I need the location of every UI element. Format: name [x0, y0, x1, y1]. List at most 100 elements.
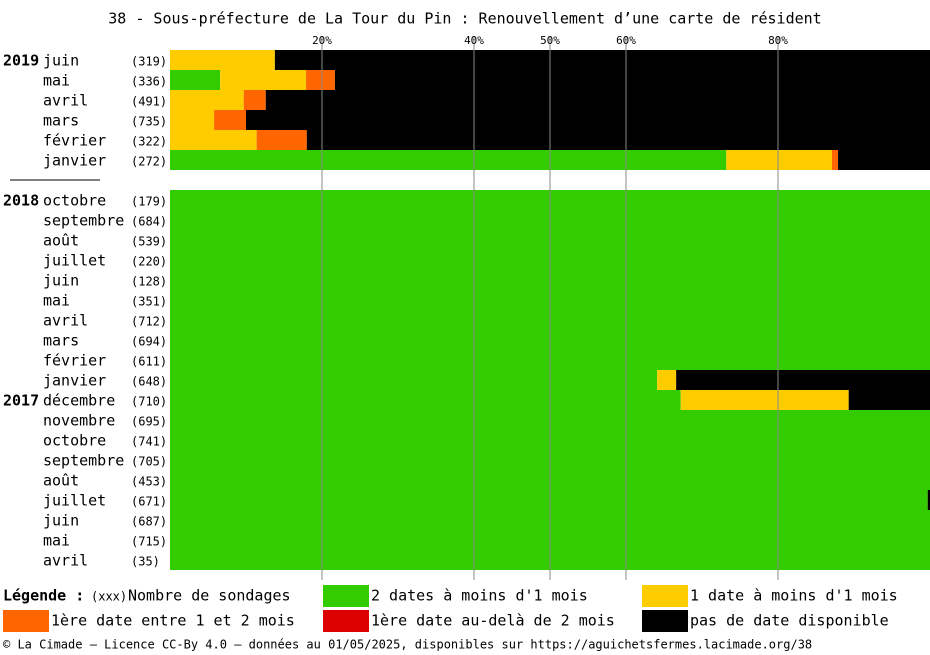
- bar-segment: [170, 50, 275, 70]
- count-label: (491): [131, 95, 167, 109]
- bar-segment: [726, 150, 832, 170]
- count-label: (319): [131, 55, 167, 69]
- legend-label: 2 dates à moins d'1 mois: [371, 587, 588, 605]
- bar-segment: [334, 70, 930, 90]
- y-tick-label: janvier: [43, 152, 106, 170]
- bar-segment: [848, 390, 930, 410]
- y-tick-label: avril: [43, 552, 88, 570]
- count-label: (35): [131, 555, 160, 569]
- y-tick-label: février: [43, 132, 106, 150]
- y-tick-label: novembre: [43, 412, 115, 430]
- legend-label: 1ère date entre 1 et 2 mois: [51, 612, 295, 630]
- y-tick-label: juin: [43, 52, 79, 70]
- y-tick-label: juillet: [43, 252, 106, 270]
- bar-segment: [170, 70, 221, 90]
- y-tick-label: août: [43, 472, 79, 490]
- bar-segment: [256, 130, 307, 150]
- legend-swatch: [642, 585, 688, 607]
- count-label: (694): [131, 335, 167, 349]
- bar-segment: [170, 110, 215, 130]
- bar-segment: [676, 370, 930, 390]
- count-label: (351): [131, 295, 167, 309]
- count-label: (128): [131, 275, 167, 289]
- y-tick-label: août: [43, 232, 79, 250]
- bar-segment: [243, 90, 266, 110]
- y-tick-label: janvier: [43, 372, 106, 390]
- legend-swatch: [642, 610, 688, 632]
- y-tick-label: octobre: [43, 192, 106, 210]
- y-tick-label: mai: [43, 72, 70, 90]
- count-label: (712): [131, 315, 167, 329]
- legend-label: 1 date à moins d'1 mois: [690, 587, 898, 605]
- count-label: (322): [131, 135, 167, 149]
- bar-segment: [170, 390, 681, 410]
- bar-segment: [680, 390, 849, 410]
- x-tick-label: 20%: [312, 34, 332, 47]
- y-tick-label: octobre: [43, 432, 106, 450]
- bar-segment: [170, 490, 928, 510]
- legend-title: Légende :: [3, 587, 84, 605]
- y-tick-label: avril: [43, 312, 88, 330]
- bar-segment: [246, 110, 930, 130]
- legend-swatch: [3, 610, 49, 632]
- bar-segment: [170, 90, 244, 110]
- count-label: (179): [131, 195, 167, 209]
- count-label: (695): [131, 415, 167, 429]
- legend-swatch: [323, 610, 369, 632]
- count-label: (648): [131, 375, 167, 389]
- count-label: (705): [131, 455, 167, 469]
- count-label: (220): [131, 255, 167, 269]
- bar-segment: [831, 150, 839, 170]
- count-label: (735): [131, 115, 167, 129]
- bar-segment: [170, 370, 658, 390]
- count-label: (710): [131, 395, 167, 409]
- x-tick-label: 50%: [540, 34, 560, 47]
- y-tick-label: décembre: [43, 392, 115, 410]
- bar-segment: [927, 490, 930, 510]
- bar-segment: [657, 370, 677, 390]
- year-label: 2019: [3, 52, 39, 70]
- count-label: (336): [131, 75, 167, 89]
- y-tick-label: juin: [43, 512, 79, 530]
- bar-segment: [214, 110, 246, 130]
- year-label: 2017: [3, 392, 39, 410]
- bar-segment: [170, 130, 257, 150]
- legend-count-key: (xxx): [91, 590, 127, 604]
- bar-segment: [220, 70, 307, 90]
- year-label: 2018: [3, 192, 39, 210]
- legend-swatch: [323, 585, 369, 607]
- count-label: (272): [131, 155, 167, 169]
- x-tick-label: 40%: [464, 34, 484, 47]
- source: © La Cimade — Licence CC-By 4.0 — donnée…: [3, 638, 812, 652]
- count-label: (453): [131, 475, 167, 489]
- bar-segment: [306, 130, 930, 150]
- count-label: (539): [131, 235, 167, 249]
- y-tick-label: septembre: [43, 452, 124, 470]
- legend-label: 1ère date au-delà de 2 mois: [371, 612, 615, 630]
- chart-title: 38 - Sous-préfecture de La Tour du Pin :…: [108, 10, 821, 28]
- y-tick-label: juillet: [43, 492, 106, 510]
- x-tick-label: 80%: [768, 34, 788, 47]
- count-label: (611): [131, 355, 167, 369]
- count-label: (671): [131, 495, 167, 509]
- x-tick-label: 60%: [616, 34, 636, 47]
- y-tick-label: février: [43, 352, 106, 370]
- bar-segment: [170, 150, 727, 170]
- count-label: (687): [131, 515, 167, 529]
- y-tick-label: mars: [43, 112, 79, 130]
- legend-count-text: Nombre de sondages: [128, 587, 291, 605]
- bar-segment: [265, 90, 930, 110]
- y-tick-label: juin: [43, 272, 79, 290]
- y-tick-label: avril: [43, 92, 88, 110]
- count-label: (741): [131, 435, 167, 449]
- count-label: (684): [131, 215, 167, 229]
- bar-segment: [306, 70, 335, 90]
- bar-segment: [838, 150, 930, 170]
- count-label: (715): [131, 535, 167, 549]
- y-tick-label: mai: [43, 532, 70, 550]
- y-tick-label: mars: [43, 332, 79, 350]
- bar-segment: [274, 50, 930, 70]
- y-tick-label: septembre: [43, 212, 124, 230]
- legend-label: pas de date disponible: [690, 612, 889, 630]
